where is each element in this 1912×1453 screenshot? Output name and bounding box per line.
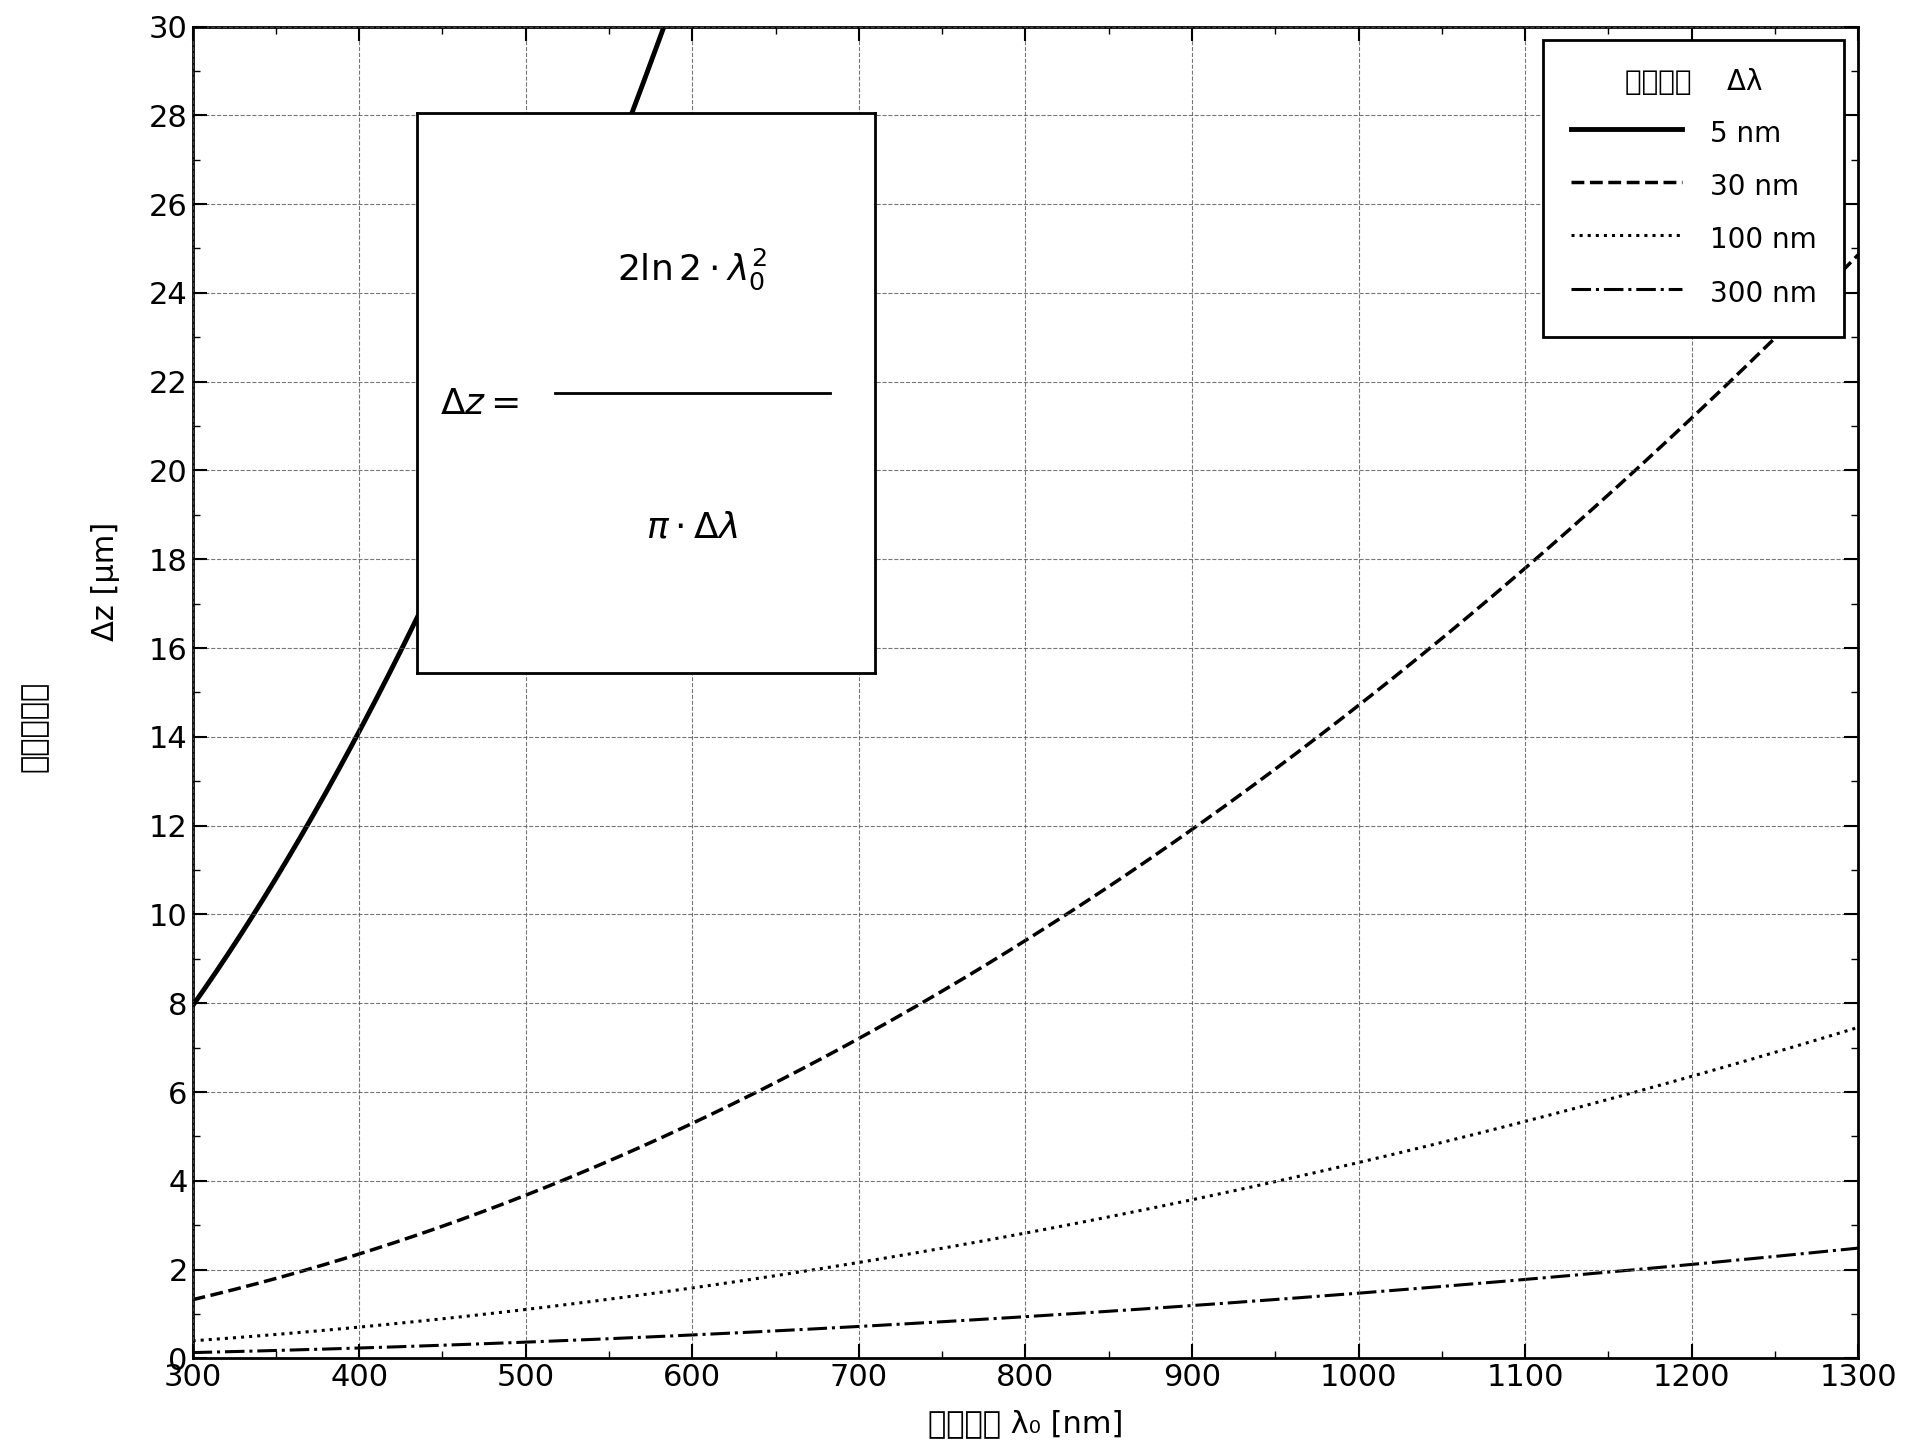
300 nm	[1797, 1244, 1820, 1261]
100 nm	[266, 1325, 289, 1343]
100 nm	[1799, 1033, 1822, 1051]
100 nm	[946, 1237, 969, 1254]
X-axis label: 中心波长 λ₀ [nm]: 中心波长 λ₀ [nm]	[927, 1409, 1122, 1438]
300 nm	[266, 1341, 289, 1359]
300 nm	[182, 1344, 205, 1361]
Line: 30 nm: 30 nm	[193, 254, 1858, 1299]
30 nm	[946, 974, 969, 991]
30 nm	[1797, 295, 1820, 312]
5 nm	[551, 283, 574, 301]
5 nm	[182, 997, 205, 1014]
30 nm	[1493, 577, 1516, 594]
300 nm	[946, 1312, 969, 1329]
5 nm	[445, 526, 468, 543]
Line: 100 nm: 100 nm	[193, 1027, 1858, 1341]
30 nm	[1799, 295, 1822, 312]
300 nm	[1493, 1273, 1516, 1290]
100 nm	[1493, 1119, 1516, 1136]
100 nm	[182, 1332, 205, 1350]
30 nm	[990, 946, 1013, 963]
300 nm	[990, 1309, 1013, 1327]
5 nm	[291, 827, 314, 844]
30 nm	[1847, 246, 1870, 263]
Text: Δz [μm]: Δz [μm]	[90, 522, 120, 641]
30 nm	[182, 1290, 205, 1308]
100 nm	[1797, 1033, 1820, 1051]
100 nm	[990, 1229, 1013, 1247]
30 nm	[266, 1270, 289, 1287]
Line: 300 nm: 300 nm	[193, 1248, 1858, 1353]
5 nm	[597, 169, 619, 186]
5 nm	[520, 356, 543, 373]
300 nm	[1847, 1239, 1870, 1257]
100 nm	[1847, 1019, 1870, 1036]
5 nm	[247, 898, 270, 915]
Legend: 5 nm, 30 nm, 100 nm, 300 nm: 5 nm, 30 nm, 100 nm, 300 nm	[1543, 41, 1845, 337]
Text: 轴向分辨率: 轴向分辨率	[19, 681, 50, 772]
5 nm	[652, 19, 675, 36]
Line: 5 nm: 5 nm	[193, 28, 663, 1005]
300 nm	[1799, 1244, 1822, 1261]
